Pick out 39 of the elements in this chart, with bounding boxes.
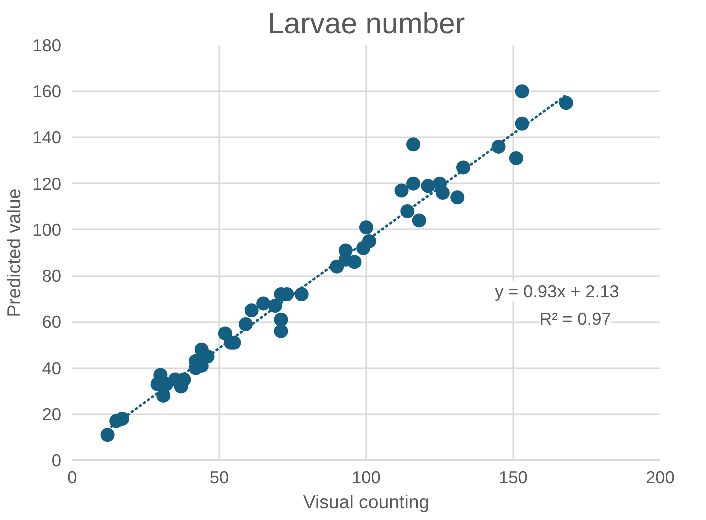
y-tick-label: 80 <box>42 266 62 286</box>
y-tick-label: 180 <box>32 36 62 56</box>
point <box>238 317 253 332</box>
point <box>509 151 524 166</box>
annotation: y = 0.93x + 2.13 <box>495 281 620 302</box>
y-tick-label: 60 <box>42 312 62 332</box>
point <box>274 324 288 338</box>
x-axis-title: Visual counting <box>303 492 430 512</box>
y-tick-label: 40 <box>42 358 62 378</box>
y-axis-title: Predicted value <box>4 188 25 318</box>
y-tick-label: 20 <box>42 404 62 424</box>
point <box>294 288 309 302</box>
x-tick-label: 150 <box>499 468 528 488</box>
point <box>394 184 409 198</box>
point <box>360 220 374 235</box>
y-tick-label: 120 <box>32 174 62 194</box>
x-tick-label: 50 <box>210 468 230 488</box>
x-tick-label: 200 <box>646 468 675 488</box>
y-tick-label: 140 <box>32 128 62 148</box>
y-tick-label: 100 <box>32 220 62 240</box>
y-tick-label: 160 <box>32 82 62 102</box>
point <box>436 186 450 200</box>
chart-title: Larvae number <box>268 8 466 40</box>
annotation: R² = 0.97 <box>540 309 612 330</box>
x-tick-label: 0 <box>68 468 78 488</box>
point <box>450 190 465 205</box>
point <box>244 304 259 318</box>
point <box>412 214 426 228</box>
point <box>515 84 530 99</box>
point <box>256 296 271 311</box>
point <box>406 138 421 152</box>
x-tick-label: 100 <box>352 468 381 488</box>
point <box>421 179 436 194</box>
point <box>559 96 574 110</box>
point <box>348 255 362 270</box>
point <box>274 312 288 327</box>
point <box>100 428 115 442</box>
point <box>406 176 421 191</box>
y-tick-label: 0 <box>52 450 62 470</box>
